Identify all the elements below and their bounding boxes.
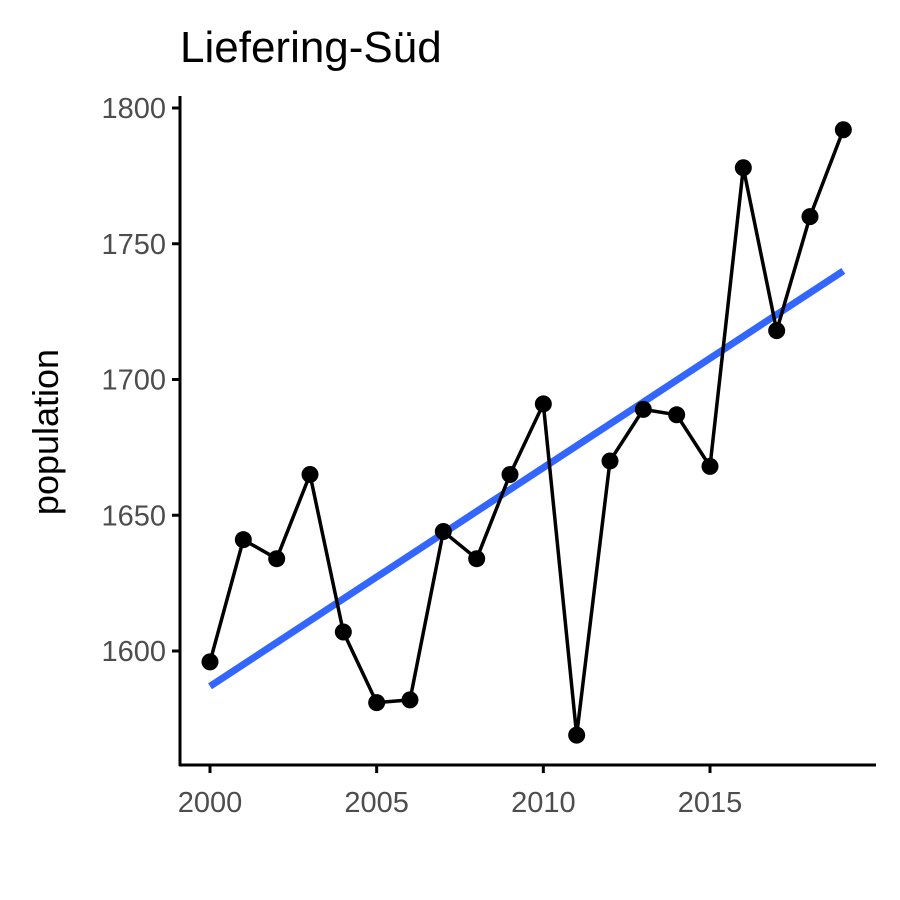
data-point	[501, 466, 519, 484]
data-point	[634, 400, 652, 418]
data-point	[701, 457, 719, 475]
data-point	[734, 159, 752, 177]
x-tick-label: 2000	[178, 787, 243, 819]
data-point	[834, 121, 852, 139]
data-point	[234, 531, 252, 549]
data-point	[668, 406, 686, 424]
data-point	[301, 466, 319, 484]
data-point	[401, 691, 419, 709]
data-point	[768, 322, 786, 340]
data-point	[801, 208, 819, 226]
chart-title: Liefering-Süd	[180, 23, 442, 72]
data-point	[434, 523, 452, 541]
data-point	[268, 550, 286, 568]
data-point	[601, 452, 619, 470]
series-line	[208, 129, 845, 737]
y-tick-label: 1700	[101, 365, 166, 397]
y-tick-label: 1600	[101, 636, 166, 668]
series-layer	[201, 121, 852, 744]
data-point	[468, 550, 486, 568]
y-tick-label: 1650	[101, 500, 166, 532]
data-point	[568, 726, 586, 744]
x-tick-label: 2015	[678, 787, 743, 819]
y-tick-label: 1800	[101, 93, 166, 125]
x-tick-label: 2010	[511, 787, 576, 819]
trendline-layer	[208, 267, 846, 690]
data-point	[534, 395, 552, 413]
data-point	[368, 694, 386, 712]
y-axis-title: population	[25, 349, 66, 515]
y-tick-label: 1750	[101, 229, 166, 261]
data-point	[334, 623, 352, 641]
trend-line	[208, 267, 846, 690]
axes: 1600 1650 1700 1750 1800 2000 2005 2010 2015	[101, 93, 876, 819]
x-tick-label: 2005	[344, 787, 409, 819]
data-point	[201, 653, 219, 671]
